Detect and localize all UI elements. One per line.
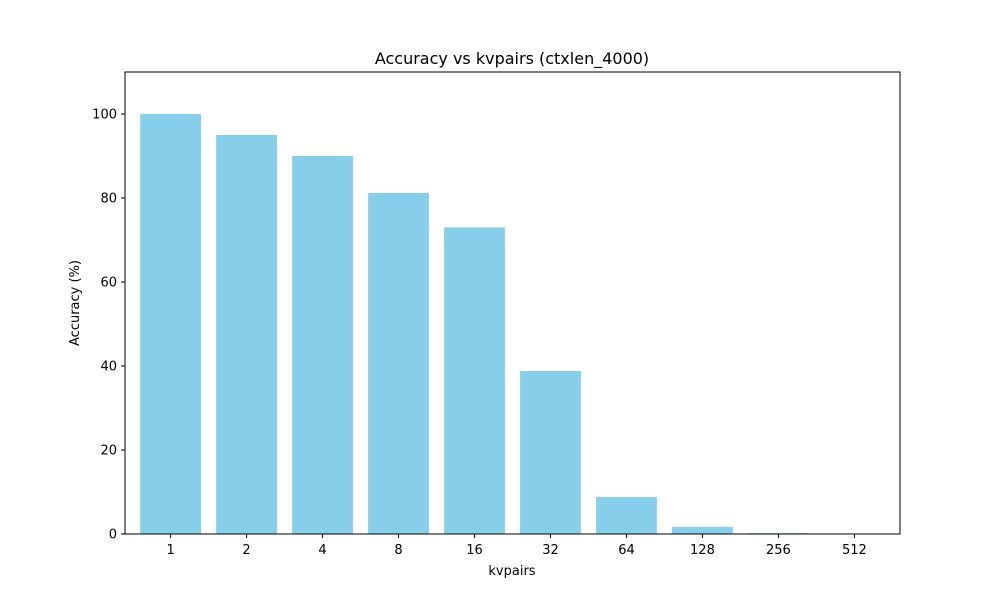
x-tick-label: 256 bbox=[766, 543, 791, 558]
bar-4 bbox=[292, 156, 353, 534]
y-tick-label: 20 bbox=[100, 444, 117, 459]
x-axis-label: kvpairs bbox=[488, 564, 535, 579]
y-tick-label: 0 bbox=[109, 528, 117, 543]
x-tick-label: 16 bbox=[466, 543, 483, 558]
x-tick-label: 2 bbox=[242, 543, 250, 558]
x-axis: 1 2 4 8 16 32 64 128 256 512 bbox=[166, 534, 867, 558]
x-tick-label: 512 bbox=[842, 543, 867, 558]
x-tick-label: 8 bbox=[394, 543, 402, 558]
plot-frame bbox=[124, 71, 901, 535]
bar-8 bbox=[368, 192, 429, 534]
bar-64 bbox=[596, 497, 657, 534]
bar-32 bbox=[520, 371, 581, 534]
bar-128 bbox=[672, 526, 733, 534]
y-tick-label: 100 bbox=[92, 108, 117, 123]
x-tick-label: 4 bbox=[318, 543, 326, 558]
bar-16 bbox=[444, 227, 505, 534]
x-tick-label: 1 bbox=[166, 543, 174, 558]
x-tick-label: 64 bbox=[618, 543, 635, 558]
y-tick-label: 80 bbox=[100, 192, 117, 207]
chart-title: Accuracy vs kvpairs (ctxlen_4000) bbox=[375, 49, 649, 69]
y-axis-label: Accuracy (%) bbox=[68, 260, 83, 346]
bar-1 bbox=[140, 114, 201, 534]
bar-2 bbox=[216, 135, 277, 534]
y-tick-label: 60 bbox=[100, 276, 117, 291]
bars-group bbox=[140, 114, 809, 534]
y-axis: 0 20 40 60 80 100 bbox=[92, 108, 125, 543]
x-tick-label: 128 bbox=[690, 543, 715, 558]
y-tick-label: 40 bbox=[100, 360, 117, 375]
x-tick-label: 32 bbox=[542, 543, 559, 558]
